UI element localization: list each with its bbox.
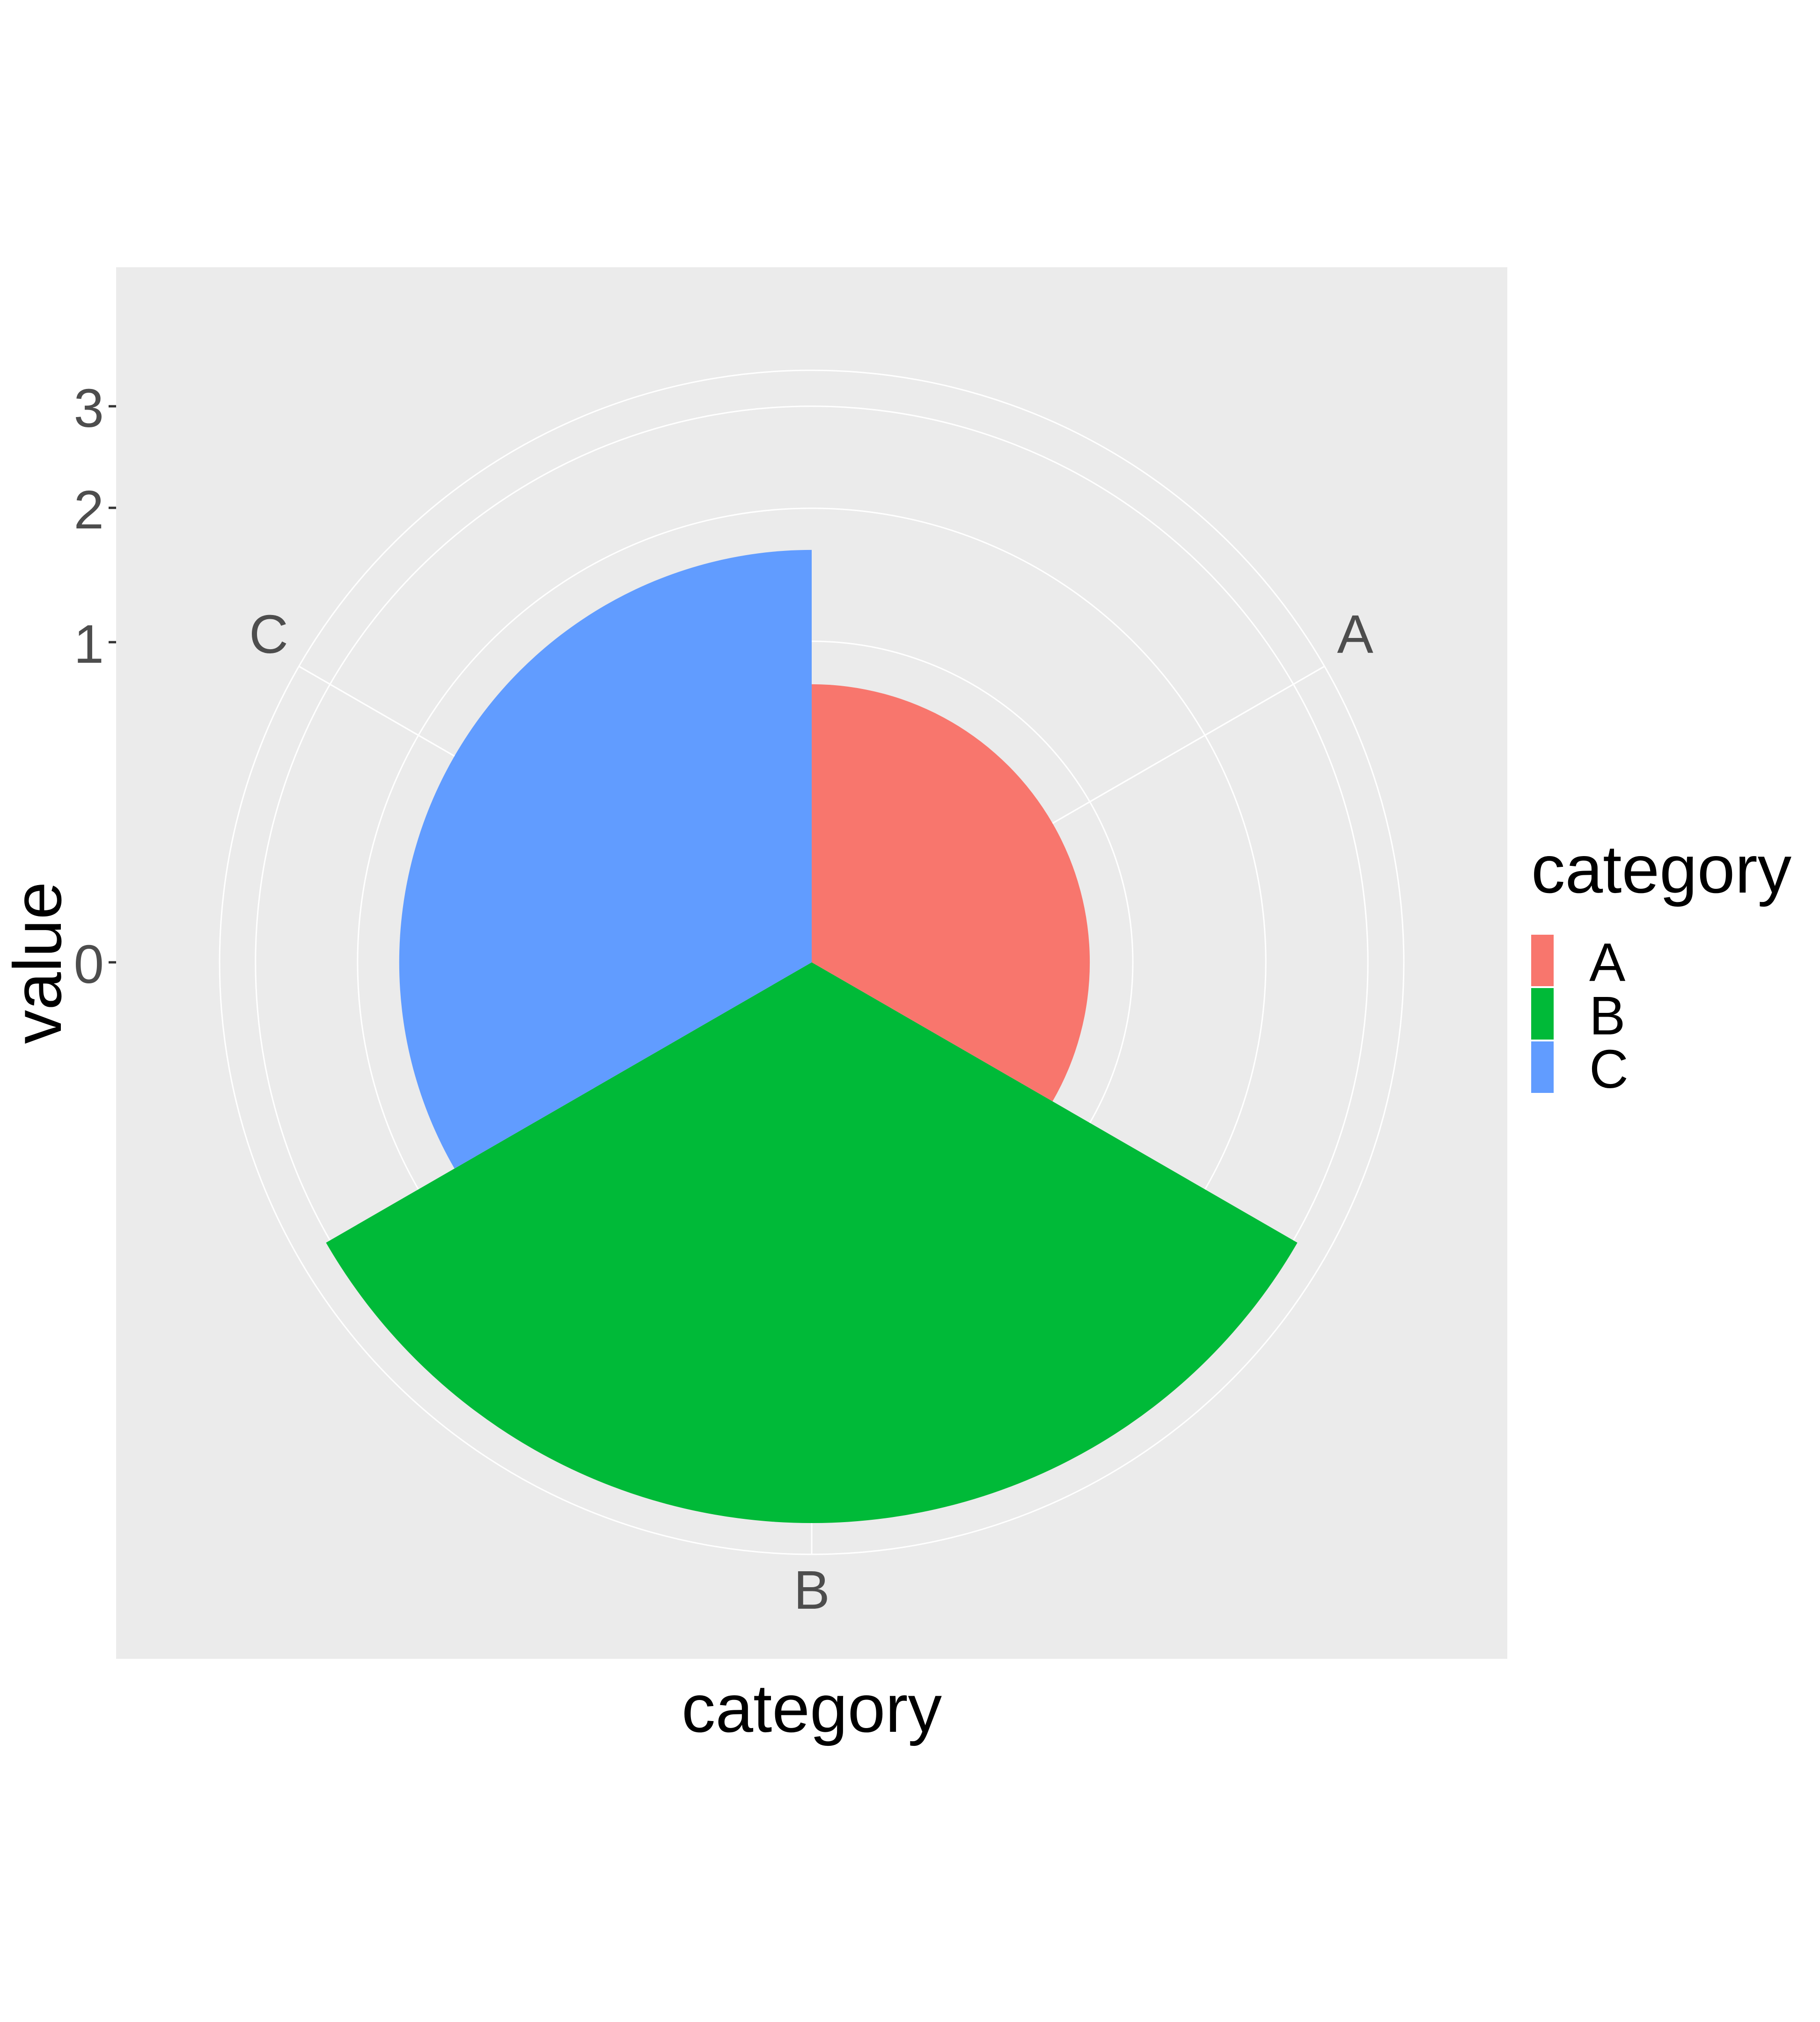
legend-key-c	[1531, 1041, 1554, 1093]
legend-label-c: C	[1589, 1039, 1629, 1099]
legend-label-b: B	[1589, 985, 1625, 1046]
spoke-outer-c	[298, 666, 455, 757]
y-axis-title: value	[0, 882, 75, 1044]
category-label-c: C	[249, 604, 288, 665]
tick-label-2: 2	[73, 479, 104, 540]
sector-c	[399, 549, 812, 1169]
sector-layer	[326, 549, 1298, 1524]
legend-label-a: A	[1589, 932, 1626, 993]
category-label-a: A	[1337, 604, 1373, 665]
legend: category A B C	[1531, 831, 1792, 1099]
sector-b	[326, 962, 1298, 1524]
value-axis: 3 2 1 0	[73, 378, 116, 995]
spoke-top-layer	[298, 666, 1325, 1554]
category-label-b: B	[793, 1560, 829, 1620]
sector-a	[812, 684, 1090, 1102]
tick-label-3: 3	[73, 378, 104, 439]
spoke-outer-a	[1052, 666, 1325, 824]
tick-label-0: 0	[73, 934, 104, 995]
tick-label-1: 1	[73, 614, 104, 674]
legend-key-b	[1531, 988, 1554, 1040]
x-axis-title: category	[682, 1670, 942, 1746]
legend-title: category	[1531, 831, 1792, 907]
legend-key-a	[1531, 935, 1554, 986]
